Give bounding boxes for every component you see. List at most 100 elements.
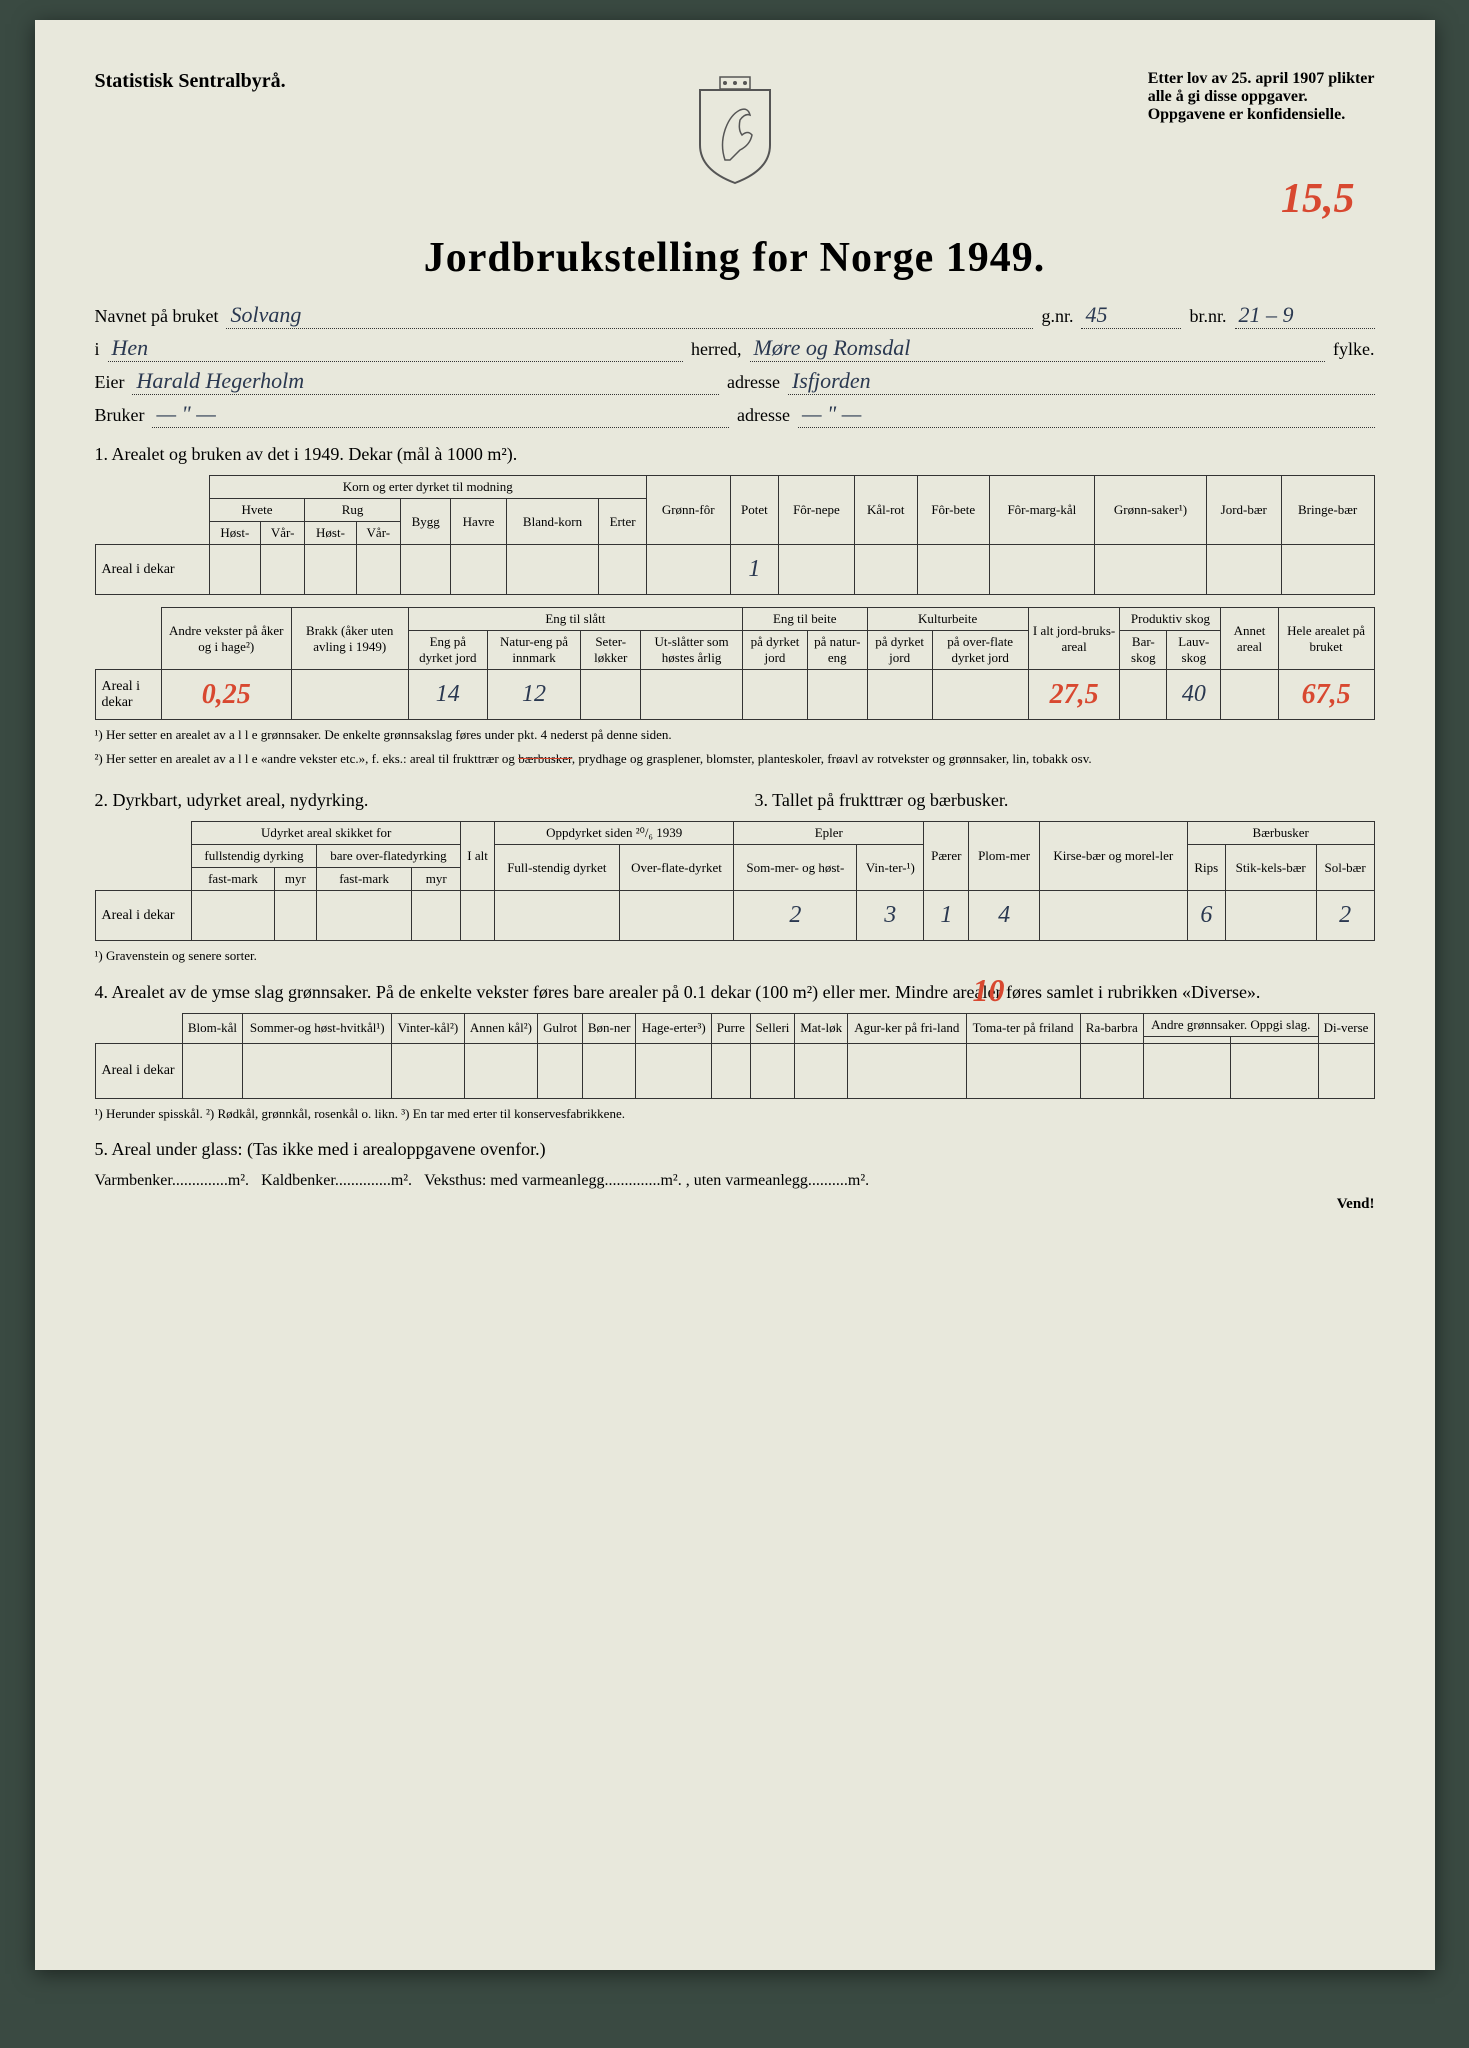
t2-engdyrket: Eng på dyrket jord [408,631,487,670]
t1-bygg: Bygg [400,499,450,545]
section1-footnote2: ²) Her setter en arealet av a l l e «and… [95,750,1375,768]
t2-beitedyrket: på dyrket jord [742,631,807,670]
s5-m2-4: m². [848,1172,869,1189]
gnr-value: 45 [1081,302,1181,329]
section23-table: Udyrket areal skikket for I alt Oppdyrke… [95,821,1375,941]
adresse-value: Isfjorden [788,368,1375,395]
section3-footnote: ¹) Gravenstein og senere sorter. [95,947,1375,965]
header-right-2: alle å gi disse oppgaver. [1148,88,1375,106]
s3-stikkels: Stik-kels-bær [1225,845,1316,891]
herred-label: herred, [691,339,741,360]
s4-purre: Purre [712,1013,751,1043]
s4-diverse: Di-verse [1318,1013,1374,1043]
section23-titles: 2. Dyrkbart, udyrket areal, nydyrking. 3… [95,774,1375,821]
eier-value: Harald Hegerholm [132,368,719,395]
section5-title: 5. Areal under glass: (Tas ikke med i ar… [95,1139,1375,1160]
t1-forbete: Fôr-bete [917,476,989,545]
s3-v-sommer: 2 [734,891,857,941]
t1-havre: Havre [451,499,506,545]
section1-table1: Korn og erter dyrket til modning Grønn-f… [95,475,1375,595]
t2-barskog: Bar-skog [1120,631,1167,670]
t1-jordbaer: Jord-bær [1206,476,1281,545]
s3-v-paerer: 1 [924,891,969,941]
section1-title: 1. Arealet og bruken av det i 1949. Deka… [95,444,1375,465]
s5-veksthus-varme: Veksthus: med varmeanlegg [424,1172,604,1189]
crest-icon [690,75,780,185]
t2-ialt: I alt jord-bruks-areal [1028,608,1120,670]
s5-kaldbenker: Kaldbenker [261,1172,335,1189]
s2-udyrket: Udyrket areal skikket for [192,822,461,845]
brnr-label: br.nr. [1189,306,1226,327]
s5-varmbenker: Varmbenker [95,1172,172,1189]
header-left: Statistisk Sentralbyrå. [95,70,286,93]
t1-potet: Potet [730,476,779,545]
s2-myr2: myr [412,868,461,891]
page-title: Jordbrukstelling for Norge 1949. [95,234,1375,282]
s4-sommerkal: Sommer-og høst-hvitkål¹) [243,1013,392,1043]
t2-prodskog: Produktiv skog [1120,608,1221,631]
form-line-1: Navnet på bruket Solvang g.nr. 45 br.nr.… [95,302,1375,329]
bruker-adresse: — " — [798,401,1375,428]
s3-baerbusker: Bærbusker [1187,822,1374,845]
navnet-label: Navnet på bruket [95,306,219,327]
s23-rowlabel: Areal i dekar [95,891,192,941]
header-right-1: Etter lov av 25. april 1907 plikter [1148,70,1375,88]
t2-beitenatur: på natur-eng [808,631,868,670]
s4-vinterkal: Vinter-kål²) [392,1013,464,1043]
navnet-value: Solvang [226,302,1033,329]
t2-v-ialt: 27,5 [1028,670,1120,720]
s2-oppdyrket: Oppdyrket siden ²⁰/₆ 1939 [495,822,734,845]
s4-andre1 [1143,1036,1230,1043]
t2-engbeite: Eng til beite [742,608,867,631]
t1-host2: Høst- [305,522,356,545]
t2-v-hele: 67,5 [1278,670,1374,720]
header-right: Etter lov av 25. april 1907 plikter alle… [1148,70,1375,124]
vendi: Vend! [95,1196,1375,1213]
s2-fast1: fast-mark [192,868,275,891]
section1-table2: Andre vekster på åker og i hage²) Brakk … [95,607,1375,720]
fylke-label: fylke. [1333,339,1374,360]
s2-fast2: fast-mark [316,868,412,891]
s3-v-plommer: 4 [969,891,1039,941]
s4-matlok: Mat-løk [795,1013,848,1043]
s4-tomater: Toma-ter på friland [966,1013,1080,1043]
gnr-label: g.nr. [1041,306,1073,327]
s4-title-a: 4. Arealet av de ymse slag grønnsaker. P… [95,982,684,1002]
t1-korn: Korn og erter dyrket til modning [209,476,646,499]
t2-v-lauv: 40 [1167,670,1221,720]
t2-v-natureng: 12 [487,670,580,720]
t1-kalrot: Kål-rot [854,476,917,545]
t2-lauvskog: Lauv-skog [1167,631,1221,670]
red-annotation-top: 15,5 [1281,175,1355,223]
s4-rabarbra: Ra-barbra [1080,1013,1143,1043]
s3-v-vinter: 3 [857,891,924,941]
form-line-3: Eier Harald Hegerholm adresse Isfjorden [95,368,1375,395]
s3-v-rips: 6 [1187,891,1225,941]
section4-table: Blom-kål Sommer-og høst-hvitkål¹) Vinter… [95,1013,1375,1099]
t2-brakk: Brakk (åker uten avling i 1949) [291,608,408,670]
form-line-2: i Hen herred, Møre og Romsdal fylke. [95,335,1375,362]
s3-solbaer: Sol-bær [1316,845,1374,891]
s4-hageerter: Hage-erter³) [636,1013,712,1043]
t1-var1: Vår- [261,522,305,545]
t1-gronnfor: Grønn-fôr [646,476,730,545]
t1-erter: Erter [599,499,646,545]
s2-ialt: I alt [461,822,495,891]
t2-kultdyrket: på dyrket jord [867,631,932,670]
s4-andregronn: Andre grønnsaker. Oppgi slag. [1143,1013,1318,1036]
s4-andre2 [1231,1036,1318,1043]
section3-title: 3. Tallet på frukttrær og bærbusker. [755,790,1375,811]
s3-epler: Epler [734,822,924,845]
s3-vinter: Vin-ter-¹) [857,845,924,891]
t2-kulturbeite: Kulturbeite [867,608,1028,631]
bruker-value: — " — [152,401,729,428]
section4-footnote: ¹) Herunder spisskål. ²) Rødkål, grønnkå… [95,1105,1375,1123]
s4-gulrot: Gulrot [538,1013,583,1043]
s4-selleri: Selleri [750,1013,795,1043]
i-label: i [95,339,100,360]
s2-fullstendig: fullstendig dyrking [192,845,317,868]
t1-rug: Rug [305,499,401,522]
header-right-3: Oppgavene er konfidensielle. [1148,106,1375,124]
s2-overdyrket: Over-flate-dyrket [619,845,734,891]
t2-kultover: på over-flate dyrket jord [932,631,1028,670]
